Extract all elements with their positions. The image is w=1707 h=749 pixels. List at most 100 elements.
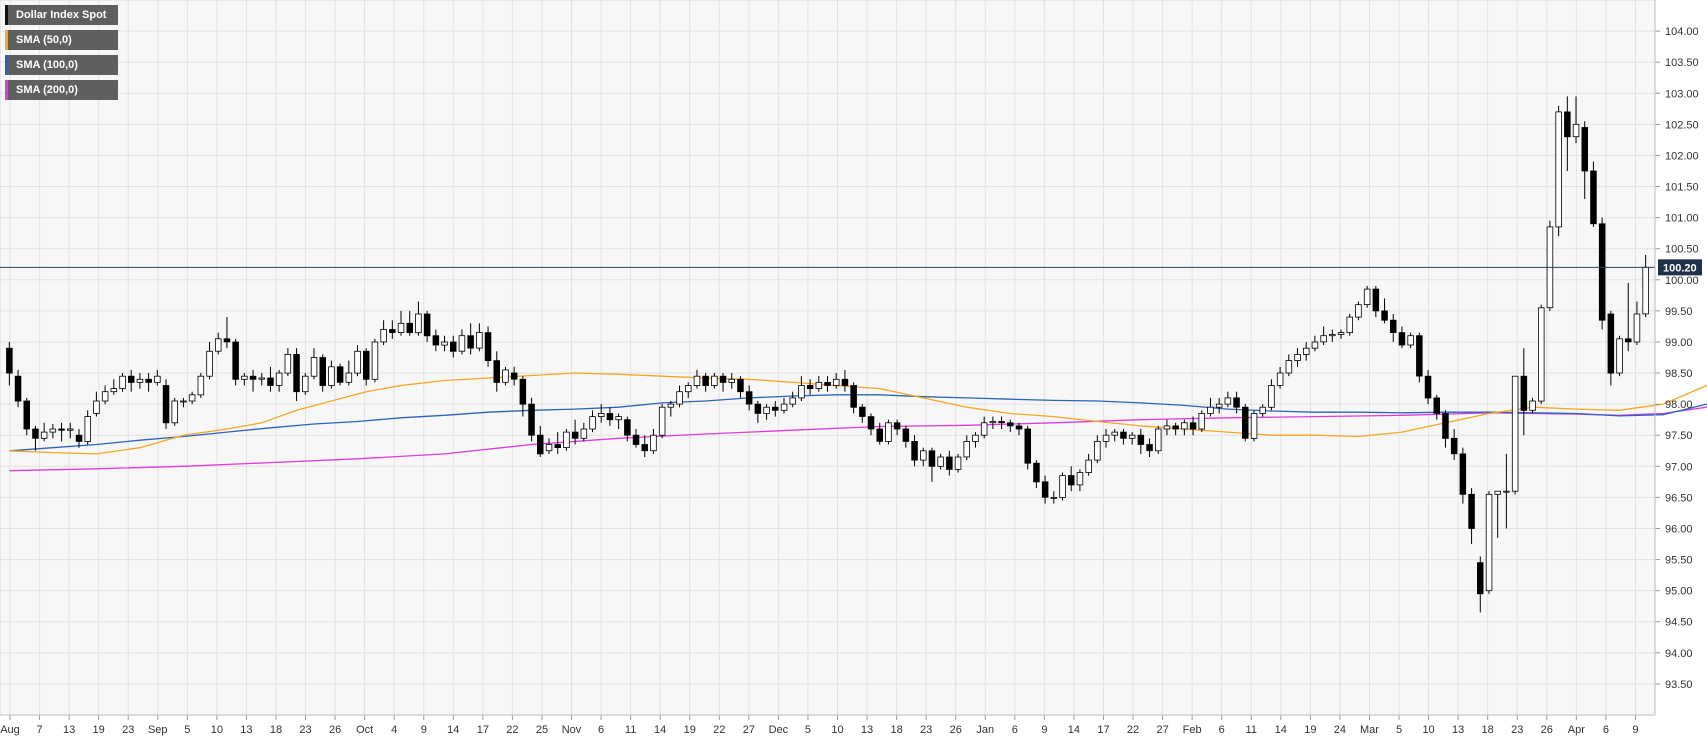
legend-label: SMA (200,0) — [16, 84, 78, 96]
legend-item-sma100[interactable]: SMA (100,0) — [5, 55, 119, 75]
candle-body-up — [798, 385, 805, 399]
candle-body-down — [1381, 310, 1388, 321]
candle — [1303, 341, 1310, 361]
y-tick-label: 101.50 — [1665, 182, 1699, 194]
candle-body-down — [554, 444, 562, 448]
candle — [980, 416, 988, 439]
candle — [737, 376, 744, 398]
candle — [1633, 301, 1641, 346]
candle — [1155, 425, 1162, 454]
y-tick-label: 95.00 — [1665, 586, 1693, 598]
candle-body-up — [49, 428, 57, 433]
candle — [119, 373, 126, 392]
x-tick-label: 27 — [743, 724, 755, 736]
candle — [284, 348, 292, 377]
y-tick-label: 98.50 — [1665, 368, 1693, 380]
candle-body-down — [876, 428, 884, 442]
candle — [554, 432, 562, 454]
candle-body-up — [1276, 372, 1284, 386]
x-tick-label: 23 — [920, 724, 932, 736]
candle-body-down — [1424, 375, 1432, 399]
candle — [510, 366, 518, 386]
candle-body-up — [580, 428, 588, 439]
candle — [545, 438, 553, 454]
candle — [275, 369, 283, 392]
candle-body-down — [406, 322, 413, 333]
legend-item-sma200[interactable]: SMA (200,0) — [5, 80, 119, 100]
candle — [1242, 404, 1249, 442]
candle-body-down — [1172, 425, 1179, 430]
candle — [1207, 397, 1214, 417]
candle-body-up — [415, 313, 422, 334]
legend-item-price[interactable]: Dollar Index Spot — [5, 5, 119, 25]
candle — [1459, 447, 1467, 504]
candle-body-down — [737, 378, 744, 393]
x-tick-label: 13 — [63, 724, 75, 736]
x-tick-label: 5 — [805, 724, 811, 736]
x-tick-label: 23 — [299, 724, 311, 736]
candle — [1416, 332, 1423, 383]
candle-body-down — [1590, 170, 1597, 225]
candle-body-down — [1242, 406, 1249, 439]
candle — [389, 320, 396, 339]
candle — [563, 429, 570, 451]
current-price: 100.20 — [0, 259, 1702, 276]
candle — [589, 410, 596, 433]
x-tick-label: 6 — [1603, 724, 1609, 736]
x-tick-label: 22 — [506, 724, 518, 736]
x-tick-label: 19 — [93, 724, 105, 736]
candle-body-up — [119, 375, 126, 390]
candle-body-down — [1398, 332, 1406, 346]
candle — [362, 348, 370, 386]
candle-body-down — [1120, 431, 1127, 439]
candle-body-up — [1181, 422, 1188, 430]
y-tick-label: 95.50 — [1665, 555, 1693, 567]
y-tick-label: 94.50 — [1665, 617, 1693, 629]
candle — [1355, 301, 1362, 321]
current-price-label: 100.20 — [1663, 262, 1697, 274]
candle — [815, 376, 823, 392]
candle-body-down — [745, 391, 753, 405]
candle-body-up — [1207, 406, 1214, 414]
legend: Dollar Index Spot SMA (50,0) SMA (100,0)… — [5, 5, 119, 105]
candle-body-down — [1015, 425, 1023, 430]
x-tick-label: 18 — [270, 724, 282, 736]
x-tick-label: Apr — [1568, 724, 1585, 736]
x-tick-label: 19 — [1304, 724, 1316, 736]
candle — [154, 369, 161, 386]
candle-body-up — [1529, 400, 1536, 411]
candle-body-down — [841, 378, 849, 386]
candle — [650, 429, 657, 454]
candle-body-up — [1050, 496, 1058, 499]
candle-body-up — [1363, 288, 1371, 306]
legend-item-sma50[interactable]: SMA (50,0) — [5, 30, 119, 50]
candle-body-up — [136, 378, 144, 383]
candle — [859, 404, 866, 423]
candle — [1285, 354, 1293, 377]
candle-body-down — [1233, 397, 1240, 408]
candle — [615, 413, 622, 429]
candle-body-down — [493, 360, 500, 383]
candle — [1311, 335, 1319, 352]
candle — [676, 385, 683, 408]
candle — [867, 413, 875, 436]
candle-body-down — [867, 416, 875, 430]
candle — [876, 422, 884, 445]
sma-lines — [9, 372, 1707, 472]
candle-body-up — [1346, 316, 1354, 334]
legend-swatch — [5, 55, 8, 75]
candle — [1424, 369, 1432, 405]
candle-body-up — [214, 338, 222, 352]
candle — [127, 369, 135, 392]
candle-body-up — [1494, 490, 1502, 495]
candle — [93, 391, 100, 417]
candle-body-up — [284, 353, 292, 374]
candle — [667, 401, 675, 417]
legend-label: SMA (100,0) — [16, 59, 78, 71]
candle-body-up — [310, 357, 318, 377]
candle — [954, 453, 962, 473]
candle — [1024, 425, 1032, 470]
candle-body-up — [1128, 434, 1136, 439]
candle — [1320, 326, 1327, 346]
candle-body-up — [1198, 413, 1206, 430]
